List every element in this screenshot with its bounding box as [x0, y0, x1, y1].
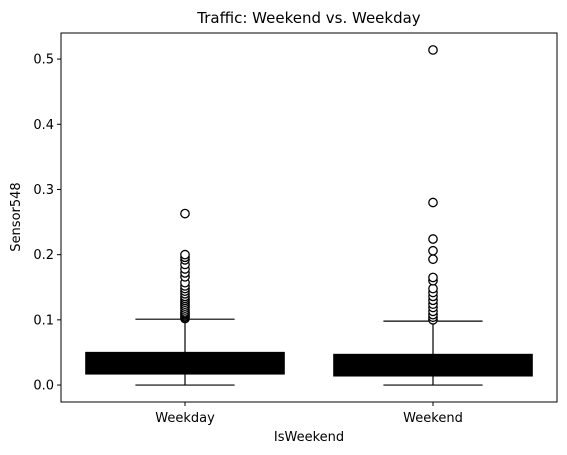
x-axis: Weekday Weekend — [155, 402, 463, 426]
box-group-weekday — [85, 208, 285, 386]
outlier-point — [428, 45, 438, 55]
y-tick-label: 0.2 — [33, 248, 54, 263]
y-tick-label: 0.4 — [33, 118, 54, 133]
outlier-point — [428, 197, 438, 208]
chart-title: Traffic: Weekend vs. Weekday — [196, 9, 421, 27]
outlier-point — [428, 272, 438, 283]
outlier-point — [180, 208, 190, 219]
outlier-point — [428, 283, 438, 294]
y-tick-label: 0.0 — [33, 379, 54, 394]
box-iqr — [85, 351, 285, 375]
y-tick-label: 0.5 — [33, 53, 54, 68]
plot-area-frame — [60, 32, 558, 403]
outlier-point — [428, 245, 438, 256]
y-axis-label: Sensor548 — [9, 182, 24, 251]
outlier-point — [428, 254, 438, 265]
y-tick-label: 0.1 — [33, 313, 54, 328]
boxes-layer — [85, 45, 533, 386]
x-tick-label: Weekend — [403, 411, 463, 426]
outlier-point — [180, 249, 190, 260]
box-group-weekend — [333, 45, 533, 386]
y-axis: 0.0 0.1 0.2 0.3 0.4 0.5 — [33, 53, 61, 394]
x-tick-label: Weekday — [155, 411, 215, 426]
x-axis-label: IsWeekend — [274, 430, 344, 445]
outlier-point — [428, 234, 438, 244]
y-tick-label: 0.3 — [33, 183, 54, 198]
